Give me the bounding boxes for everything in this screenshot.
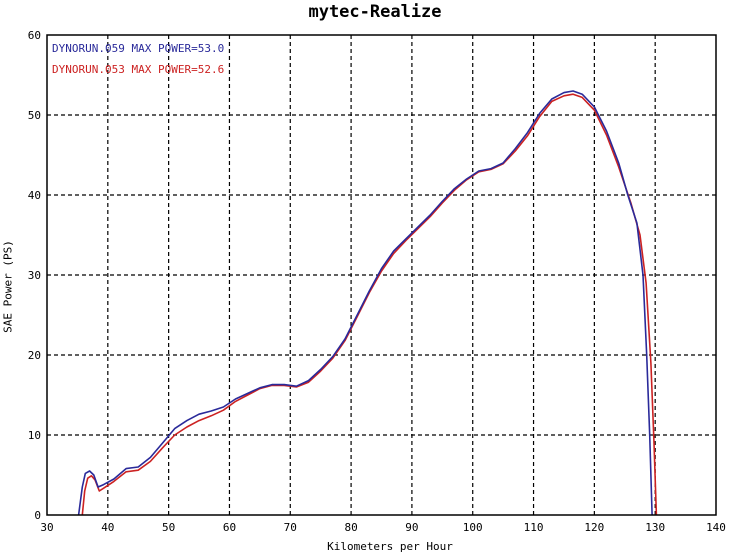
y-tick-label: 20 <box>28 349 41 362</box>
series-line-1 <box>77 90 653 516</box>
x-tick-label: 60 <box>223 521 236 534</box>
x-tick-label: 80 <box>344 521 357 534</box>
legend-entry-2: DYNORUN.053 MAX POWER=52.6 <box>52 63 224 76</box>
x-tick-label: 90 <box>405 521 418 534</box>
x-tick-label: 120 <box>584 521 604 534</box>
y-tick-label: 0 <box>34 509 41 522</box>
x-tick-label: 50 <box>162 521 175 534</box>
y-tick-label: 60 <box>28 29 41 42</box>
legend-entry-1: DYNORUN.059 MAX POWER=53.0 <box>52 42 224 55</box>
legend: DYNORUN.059 MAX POWER=53.0 DYNORUN.053 MA… <box>52 42 224 76</box>
plot-frame <box>46 34 717 516</box>
x-tick-label: 110 <box>524 521 544 534</box>
x-tick-label: 70 <box>284 521 297 534</box>
x-tick-label: 100 <box>463 521 483 534</box>
x-axis-label: Kilometers per Hour <box>327 540 453 553</box>
grid <box>47 35 716 515</box>
y-tick-label: 40 <box>28 189 41 202</box>
y-tick-label: 50 <box>28 109 41 122</box>
tick-labels: 30 40 50 60 70 80 90 100 110 120 130 140 0 10 20 30 40 50… <box>28 29 726 534</box>
x-tick-label: 140 <box>706 521 726 534</box>
y-tick-label: 30 <box>28 269 41 282</box>
x-tick-label: 40 <box>101 521 114 534</box>
x-tick-label: 130 <box>645 521 665 534</box>
x-tick-label: 30 <box>40 521 53 534</box>
series-group <box>77 90 658 516</box>
y-tick-label: 10 <box>28 429 41 442</box>
chart-title: mytec-Realize <box>308 2 442 22</box>
